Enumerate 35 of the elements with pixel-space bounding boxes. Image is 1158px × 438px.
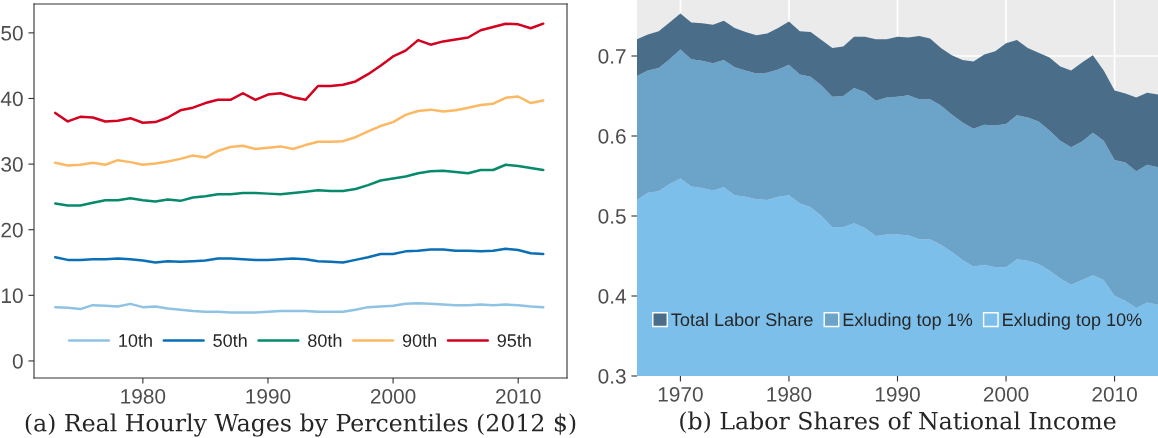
- y-tick-label: 40: [0, 91, 23, 107]
- x-tick-label: 2010: [496, 388, 541, 404]
- x-tick-label: 1990: [246, 388, 291, 404]
- x-tick-label: 2000: [370, 388, 416, 404]
- line-series: [54, 163, 545, 207]
- y-tick-label: 0.5: [598, 209, 626, 224]
- y-tick-label: 0: [12, 353, 23, 369]
- y-tick-label: 20: [1, 222, 23, 238]
- legend-label: 10th: [119, 333, 152, 347]
- legend-label: Exluding top 1%: [843, 312, 973, 330]
- line-series: [54, 95, 545, 167]
- y-tick-label: 50: [1, 25, 23, 41]
- legend-label: 80th: [308, 333, 342, 347]
- legend-label: 95th: [497, 333, 531, 347]
- y-tick-label: 10: [2, 288, 23, 304]
- y-tick-label: 0.4: [598, 289, 626, 304]
- x-axis-title: (b) Labor Shares of National Income: [680, 411, 1116, 434]
- x-tick-label: 1980: [121, 388, 166, 404]
- y-tick-label: 0.3: [598, 369, 626, 384]
- line-series: [54, 247, 545, 264]
- y-tick-label: 30: [1, 157, 23, 172]
- line-series: [54, 301, 545, 314]
- legend-label: Total Labor Share: [671, 312, 813, 327]
- legend-label: 50th: [213, 333, 247, 347]
- y-tick-label: 0.7: [598, 49, 626, 64]
- x-tick-label: 1970: [658, 386, 703, 402]
- x-tick-label: 1980: [767, 386, 812, 402]
- x-tick-label: 2000: [983, 386, 1029, 402]
- line-series: [54, 22, 545, 125]
- x-tick-label: 2010: [1092, 386, 1137, 402]
- series-label: Exluding top 10%: [1003, 312, 1142, 330]
- y-tick-label: 0.6: [598, 129, 626, 144]
- legend-label: 90th: [402, 333, 436, 347]
- x-tick-label: 1990: [875, 386, 920, 402]
- x-axis-title: (a) Real Hourly Wages by Percentiles (2012 $): [25, 413, 576, 437]
